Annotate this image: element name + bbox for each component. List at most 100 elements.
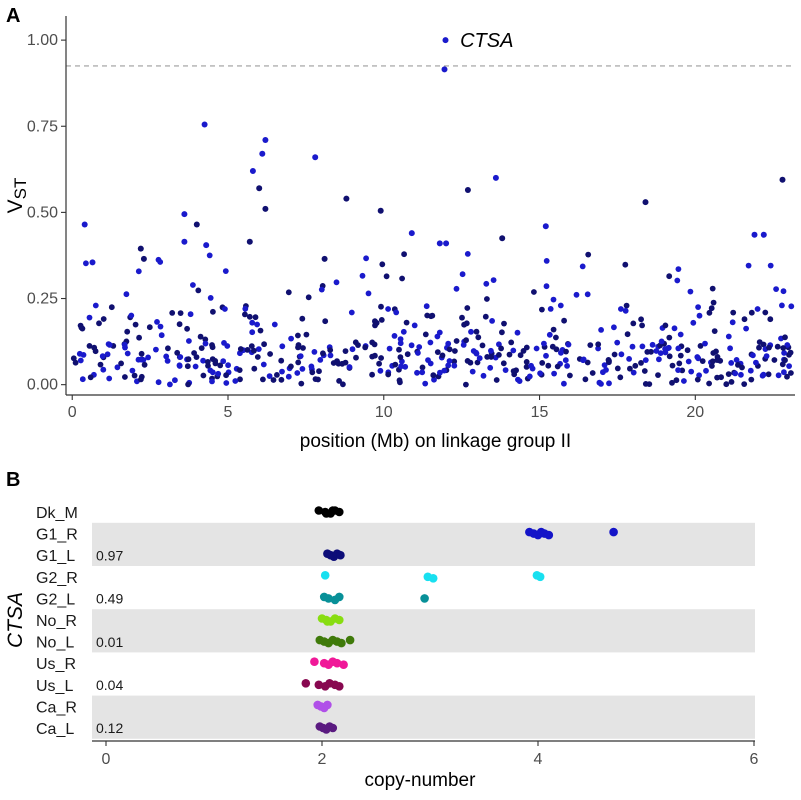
snp-point [131, 372, 138, 379]
snp-point [733, 357, 740, 363]
snp-point [543, 283, 550, 290]
snp-point [415, 350, 421, 356]
snp-point [500, 360, 507, 367]
snp-point [138, 356, 144, 363]
snp-point-highlight [262, 205, 269, 212]
snp-point [545, 362, 552, 369]
snp-point [579, 263, 586, 270]
panel-a-axes: 0.00 0.25 0.50 0.75 1.00 0 5 10 15 20 [27, 16, 795, 421]
snp-point [83, 260, 89, 267]
snp-point [155, 379, 162, 386]
snp-point [79, 376, 86, 383]
snp-point [781, 369, 787, 376]
snp-point [697, 343, 704, 349]
snp-point [106, 375, 113, 382]
snp-point [653, 348, 660, 354]
snp-point [629, 343, 636, 350]
panel-a-points [70, 37, 795, 388]
snp-point [585, 251, 592, 258]
snp-point [237, 346, 244, 352]
snp-point [299, 315, 306, 322]
row-label: No_R [36, 613, 77, 630]
snp-point [674, 277, 681, 284]
snp-point [271, 321, 278, 328]
snp-point [209, 356, 216, 362]
snp-point [195, 287, 202, 294]
snp-point [248, 343, 255, 349]
snp-point [649, 341, 656, 348]
snp-point [706, 380, 712, 387]
snp-point [498, 345, 504, 352]
snp-point [618, 306, 624, 312]
snp-point [564, 363, 570, 369]
snp-point [431, 376, 437, 383]
snp-point [595, 345, 601, 352]
snp-point [439, 352, 446, 359]
snp-point [630, 320, 637, 327]
snp-point [510, 347, 517, 354]
snp-point [782, 334, 788, 341]
snp-point [386, 345, 393, 352]
snp-point [780, 345, 787, 351]
snp-point [529, 365, 536, 372]
snp-point [260, 376, 266, 383]
snp-point [614, 365, 621, 372]
snp-point [158, 332, 165, 339]
snp-point [446, 346, 453, 353]
snp-point [249, 319, 256, 326]
snp-point [123, 291, 130, 298]
snp-point [453, 285, 460, 292]
snp-point [723, 381, 730, 388]
copy-number-point [328, 506, 338, 515]
snp-point [725, 333, 732, 340]
snp-point [333, 279, 340, 286]
snp-point [141, 361, 148, 368]
snp-point [174, 349, 181, 356]
snp-point [603, 367, 609, 373]
snp-point [763, 353, 770, 359]
snp-point [490, 277, 497, 283]
snp-point-highlight [492, 174, 499, 181]
snp-point [666, 353, 673, 360]
snp-point [163, 353, 170, 360]
snp-point [677, 352, 684, 359]
snp-point [124, 328, 131, 335]
snp-point [177, 354, 184, 360]
snp-point [242, 311, 248, 318]
snp-point [496, 352, 502, 358]
snp-point [467, 359, 474, 366]
snp-point [254, 321, 260, 328]
snp-point [244, 347, 251, 353]
snp-point [562, 357, 569, 364]
panel-a-y-tick-label: 0.75 [27, 118, 58, 135]
copy-number-point [335, 507, 344, 517]
panel-a-y-axis-title-sub: ST [11, 178, 30, 200]
snp-point [710, 350, 717, 356]
snp-point [482, 313, 489, 320]
snp-point [157, 323, 164, 330]
copy-number-point [535, 572, 545, 582]
snp-point [260, 361, 267, 368]
snp-point [510, 368, 517, 374]
snp-point [630, 369, 637, 376]
snp-point [515, 376, 521, 383]
snp-point [541, 340, 547, 347]
snp-point [565, 341, 572, 348]
snp-point [70, 355, 77, 362]
copy-number-point [335, 615, 344, 625]
snp-point [685, 358, 692, 365]
snp-point [745, 262, 752, 269]
snp-point [339, 360, 346, 367]
snp-point [453, 338, 460, 344]
snp-point [437, 369, 443, 376]
snp-point [767, 262, 774, 269]
snp-point [97, 361, 104, 368]
snp-point [728, 379, 735, 385]
snp-point [677, 331, 684, 338]
snp-point [605, 357, 612, 363]
snp-point [694, 376, 701, 383]
snp-point [632, 362, 639, 369]
snp-point [167, 381, 173, 388]
snp-point [192, 363, 199, 370]
snp-point [309, 369, 316, 376]
